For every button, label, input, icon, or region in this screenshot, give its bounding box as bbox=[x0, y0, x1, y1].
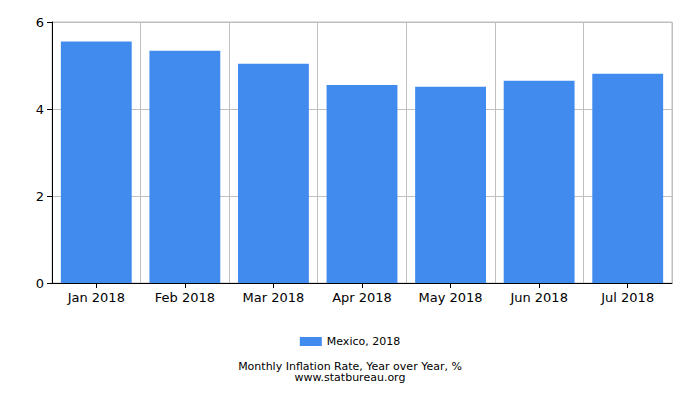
svg-text:Mar 2018: Mar 2018 bbox=[243, 290, 305, 305]
svg-text:www.statbureau.org: www.statbureau.org bbox=[295, 371, 406, 384]
svg-text:Apr 2018: Apr 2018 bbox=[332, 290, 392, 305]
svg-text:Feb 2018: Feb 2018 bbox=[155, 290, 215, 305]
svg-text:0: 0 bbox=[36, 276, 44, 291]
svg-text:May 2018: May 2018 bbox=[419, 290, 483, 305]
svg-text:6: 6 bbox=[36, 15, 44, 30]
svg-text:2: 2 bbox=[36, 189, 44, 204]
svg-text:Jul 2018: Jul 2018 bbox=[600, 290, 654, 305]
svg-text:Jun 2018: Jun 2018 bbox=[509, 290, 568, 305]
svg-text:Monthly Inflation Rate, Year o: Monthly Inflation Rate, Year over Year, … bbox=[238, 360, 462, 373]
svg-text:Jan 2018: Jan 2018 bbox=[67, 290, 125, 305]
svg-text:4: 4 bbox=[36, 102, 44, 117]
svg-text:Mexico, 2018: Mexico, 2018 bbox=[327, 335, 400, 348]
